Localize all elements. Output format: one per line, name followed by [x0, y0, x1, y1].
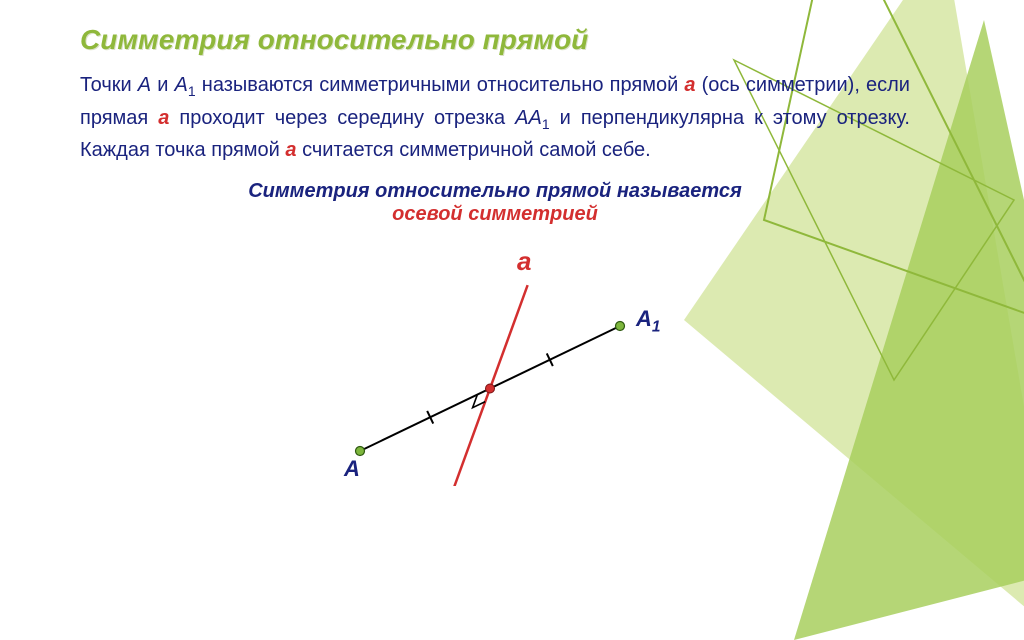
- slide-title: Симметрия относительно прямой: [80, 24, 964, 56]
- axis-label: a: [517, 246, 531, 277]
- symmetry-diagram: a A1 A: [80, 226, 910, 486]
- caption: Симметрия относительно прямой называется…: [80, 180, 910, 226]
- point-a-label: A: [344, 456, 360, 482]
- diagram-svg: [80, 226, 910, 486]
- caption-line-2: осевой симметрией: [392, 203, 598, 225]
- slide-content: Симметрия относительно прямой Точки A и …: [0, 0, 1024, 486]
- caption-line-1: Симметрия относительно прямой называется: [248, 180, 742, 202]
- point-a1-label: A1: [636, 306, 660, 336]
- definition-paragraph: Точки A и A1 называются симметричными от…: [80, 70, 910, 166]
